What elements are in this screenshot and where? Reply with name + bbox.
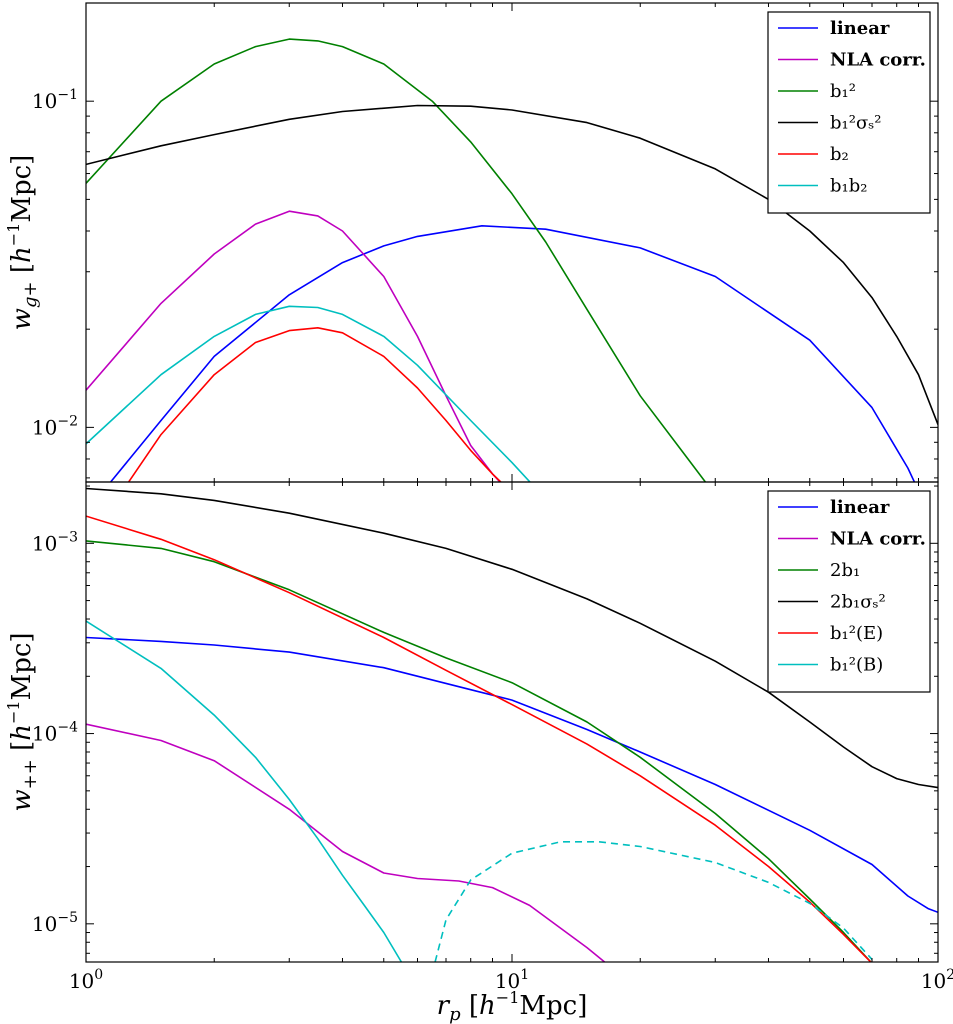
tick-base: 10 <box>32 912 57 936</box>
tick-base: 10 <box>495 969 520 993</box>
label-sub: ++ <box>20 759 41 789</box>
tick-exp: −5 <box>57 910 78 926</box>
label-unit: Mpc] <box>7 155 37 223</box>
label-open: [ <box>461 991 479 1021</box>
series-line-top-4 <box>127 327 503 482</box>
tick-base: 10 <box>32 89 57 113</box>
label-unit: Mpc] <box>7 632 37 700</box>
label-h: h <box>479 991 496 1021</box>
y-axis-label: wg+ [h−1Mpc] <box>4 155 41 331</box>
legend-box <box>767 490 931 693</box>
tick-base: 10 <box>32 531 57 555</box>
label-var: r <box>437 991 451 1021</box>
legend: linear NLA corr. b₁² b₁²σₛ² b₂ b₁b₂ <box>767 11 931 214</box>
x-tick-label: 102 <box>921 967 953 993</box>
series-line-top-0 <box>109 225 916 482</box>
tick-base: 10 <box>32 415 57 439</box>
label-exp: −1 <box>4 223 23 247</box>
series-line-bottom-3 <box>86 487 938 789</box>
label-sub: g+ <box>20 281 41 308</box>
legend-label: b₂ <box>830 144 849 165</box>
y-tick-label: 10−5 <box>32 910 78 936</box>
y-tick-label: 10−4 <box>32 720 78 746</box>
label-exp: −1 <box>4 700 23 724</box>
y-axis-label: w++ [h−1Mpc] <box>4 632 41 811</box>
label-h: h <box>7 724 37 741</box>
label-h: h <box>7 246 37 263</box>
legend-box <box>767 11 931 214</box>
label-unit: Mpc] <box>519 991 587 1021</box>
x-tick-label: 101 <box>495 967 529 993</box>
legend-label: b₁²(E) <box>830 623 883 644</box>
tick-exp: −3 <box>57 529 78 545</box>
series-line-top-1 <box>86 210 502 482</box>
tick-exp: −2 <box>57 413 78 429</box>
legend-label: 2b₁σₛ² <box>830 592 886 613</box>
tick-exp: −1 <box>57 87 78 103</box>
legend-label: b₁²σₛ² <box>830 113 882 134</box>
series-line-bottom-0 <box>86 636 938 914</box>
tick-exp: 2 <box>946 967 953 983</box>
label-var: w <box>7 308 37 330</box>
series-line-top-5 <box>86 305 532 482</box>
tick-base: 10 <box>32 722 57 746</box>
label-open: [ <box>7 263 37 281</box>
y-tick-label: 10−2 <box>32 413 78 439</box>
legend-label: NLA corr. <box>830 529 926 550</box>
legend-label: linear <box>830 497 890 518</box>
series-line-bottom-2 <box>86 540 872 962</box>
x-tick-label: 100 <box>69 967 103 993</box>
label-open: [ <box>7 741 37 759</box>
legend-label: b₁b₂ <box>830 176 867 197</box>
tick-exp: 0 <box>94 967 103 983</box>
label-exp: −1 <box>496 988 520 1007</box>
series-line-top-2 <box>86 38 707 482</box>
tick-base: 10 <box>69 969 94 993</box>
series-line-top-3 <box>86 104 938 425</box>
label-sub: p <box>449 1004 461 1024</box>
y-tick-label: 10−3 <box>32 529 78 555</box>
tick-exp: 1 <box>520 967 529 983</box>
x-axis-label: rp [h−1Mpc] <box>437 988 588 1024</box>
series-group <box>86 38 938 482</box>
legend-label: NLA corr. <box>830 50 926 71</box>
tick-base: 10 <box>921 969 946 993</box>
legend-label: 2b₁ <box>830 560 860 581</box>
series-line-bottom-5 <box>86 620 403 962</box>
series-group <box>86 487 938 962</box>
legend-label: b₁²(B) <box>830 655 883 676</box>
tick-exp: −4 <box>57 720 78 736</box>
legend-label: b₁² <box>830 81 856 102</box>
series-line-bottom-4 <box>86 515 872 962</box>
y-tick-label: 10−1 <box>32 87 78 113</box>
legend: linear NLA corr. 2b₁ 2b₁σₛ² b₁²(E) b₁²(B) <box>767 490 931 693</box>
legend-label: linear <box>830 18 890 39</box>
series-line-bottom-6 <box>434 841 873 962</box>
label-var: w <box>7 789 37 811</box>
series-line-bottom-1 <box>86 723 606 962</box>
